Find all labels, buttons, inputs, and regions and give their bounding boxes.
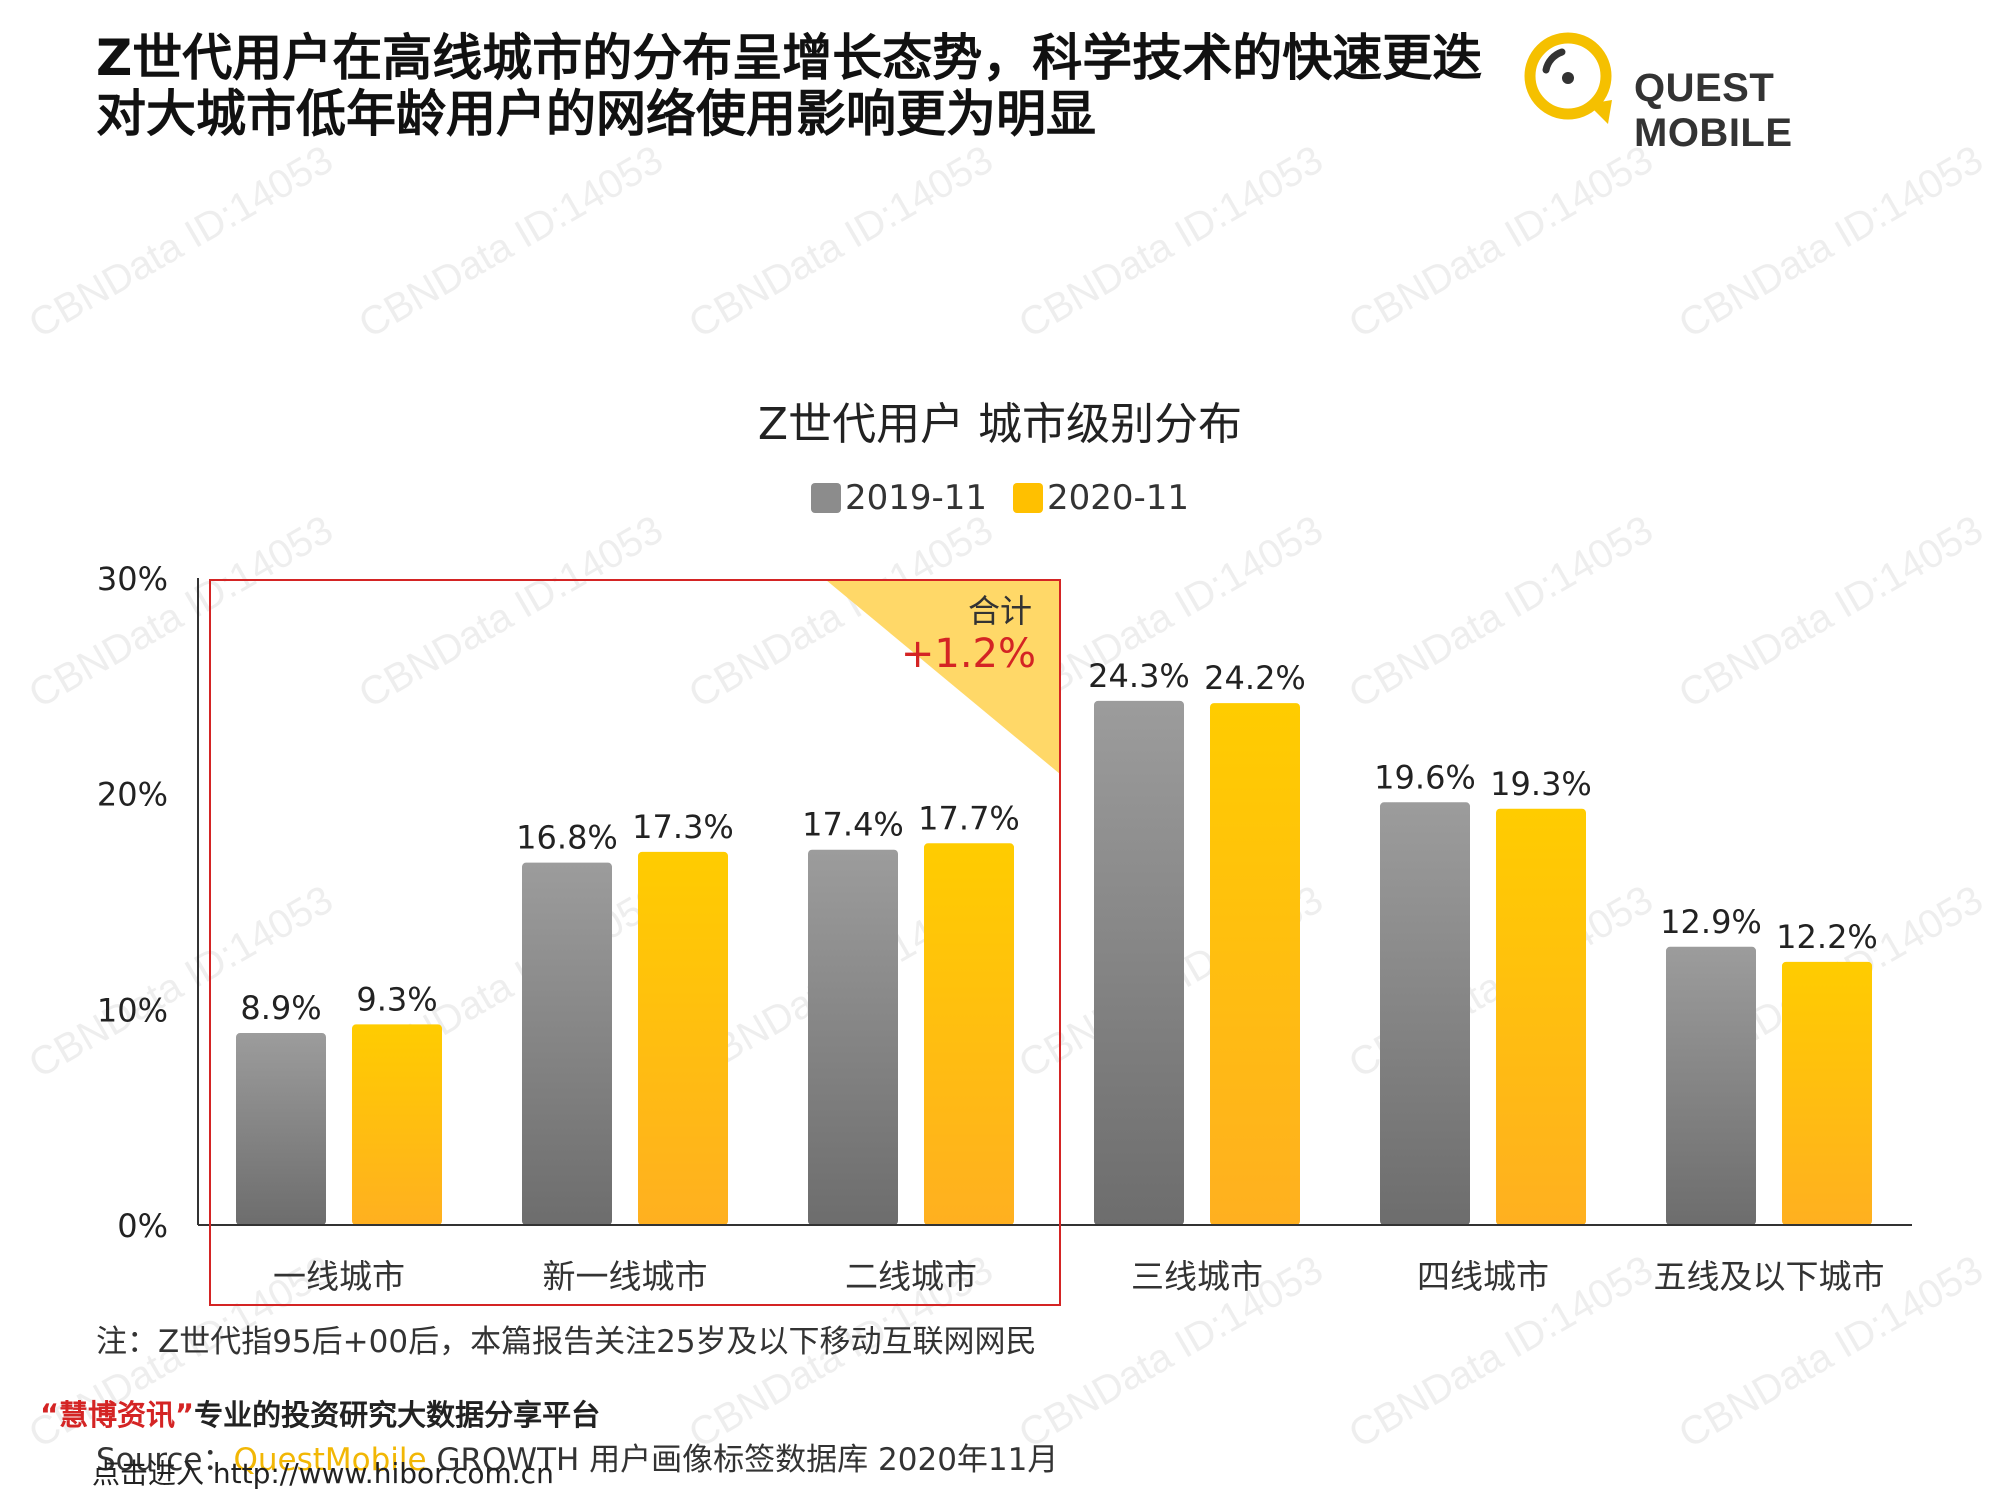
- legend-label-2019: 2019-11: [844, 478, 987, 518]
- data-label-2020-11-5: 12.2%: [1776, 918, 1878, 956]
- bar-2019-11-1: [522, 862, 612, 1225]
- promo-text: “慧博资讯”专业的投资研究大数据分享平台: [40, 1392, 600, 1434]
- highlight-box: [209, 579, 1061, 1306]
- y-tick-label-3: 30%: [97, 560, 168, 598]
- x-tick-label-3: 三线城市: [1131, 1257, 1263, 1296]
- footnote: 注：Z世代指95后+00后，本篇报告关注25岁及以下移动互联网网民: [96, 1324, 1037, 1360]
- page-headline: Z世代用户在高线城市的分布呈增长态势，科学技术的快速更迭 对大城市低年龄用户的网…: [96, 30, 1516, 142]
- data-label-2020-11-3: 24.2%: [1204, 659, 1306, 697]
- source-prefix: Source：: [96, 1442, 234, 1478]
- source-rest: GROWTH 用户画像标签数据库 2020年11月: [426, 1442, 1059, 1478]
- data-label-2019-11-3: 24.3%: [1088, 657, 1190, 695]
- source-brand: QuestMobile: [233, 1442, 427, 1478]
- data-label-2019-11-1: 16.8%: [516, 819, 618, 857]
- x-tick-label-0: 一线城市: [273, 1257, 405, 1296]
- bar-2019-11-3: [1094, 700, 1184, 1225]
- promo-rest: 专业的投资研究大数据分享平台: [194, 1398, 601, 1432]
- y-tick-label-2: 20%: [97, 776, 168, 814]
- legend-swatch-2020: [1013, 483, 1043, 513]
- data-label-2019-11-4: 19.6%: [1374, 758, 1476, 796]
- bar-2020-11-4: [1496, 808, 1586, 1225]
- data-label-2020-11-2: 17.7%: [918, 799, 1020, 837]
- bar-2019-11-4: [1380, 802, 1470, 1225]
- legend-item-2020: 2020-11: [1013, 478, 1189, 518]
- annotation-label: 合计: [968, 592, 1032, 630]
- promo-brand: “慧博资讯”: [40, 1398, 195, 1432]
- legend-swatch-2019: [810, 483, 841, 513]
- x-tick-label-2: 二线城市: [845, 1257, 977, 1296]
- y-tick-label-0: 0%: [117, 1207, 168, 1245]
- x-tick-label-1: 新一线城市: [543, 1257, 708, 1296]
- source-line: Source：QuestMobile GROWTH 用户画像标签数据库 2020…: [96, 1434, 1058, 1479]
- highlight-triangle: [826, 580, 1060, 774]
- legend-label-2020: 2020-11: [1047, 478, 1190, 518]
- x-tick-label-5: 五线及以下城市: [1654, 1257, 1885, 1296]
- data-label-2020-11-4: 19.3%: [1490, 765, 1592, 803]
- bar-2020-11-2: [924, 843, 1014, 1225]
- bar-2019-11-2: [808, 849, 898, 1225]
- legend-item-2019: 2019-11: [810, 478, 987, 518]
- y-tick-label-1: 10%: [97, 991, 168, 1029]
- x-tick-label-4: 四线城市: [1417, 1257, 1549, 1296]
- bar-2020-11-3: [1210, 703, 1300, 1225]
- headline-line-2: 对大城市低年龄用户的网络使用影响更为明显: [96, 85, 1096, 143]
- logo-text: QUEST MOBILE: [1634, 66, 1793, 155]
- bar-2019-11-0: [236, 1033, 326, 1225]
- data-label-2019-11-2: 17.4%: [802, 806, 904, 844]
- data-label-2020-11-1: 17.3%: [632, 808, 734, 846]
- chart-legend: 2019-11 2020-11: [0, 478, 2000, 518]
- quest-mobile-logo: QUEST MOBILE: [1516, 24, 1936, 155]
- hibor-link[interactable]: 点击进入 http://www.hibor.com.cn: [92, 1457, 554, 1490]
- bar-2020-11-0: [352, 1024, 442, 1225]
- bar-2020-11-1: [638, 851, 728, 1225]
- bar-2019-11-5: [1666, 946, 1756, 1225]
- headline-line-1: Z世代用户在高线城市的分布呈增长态势，科学技术的快速更迭: [96, 29, 1483, 87]
- data-label-2020-11-0: 9.3%: [356, 980, 437, 1018]
- bar-chart: 8.9% 9.3% 16.8% 17.3% 17.4% 17.7% 24.3% 24.2% 19…: [97, 560, 1912, 1306]
- bar-2020-11-5: [1782, 961, 1872, 1225]
- chart-title: Z世代用户 城市级别分布: [757, 399, 1243, 450]
- data-label-2019-11-0: 8.9%: [240, 989, 321, 1027]
- data-label-2019-11-5: 12.9%: [1660, 903, 1762, 941]
- annotation-value: +1.2%: [901, 631, 1036, 677]
- logo-mark-icon: [1524, 32, 1612, 124]
